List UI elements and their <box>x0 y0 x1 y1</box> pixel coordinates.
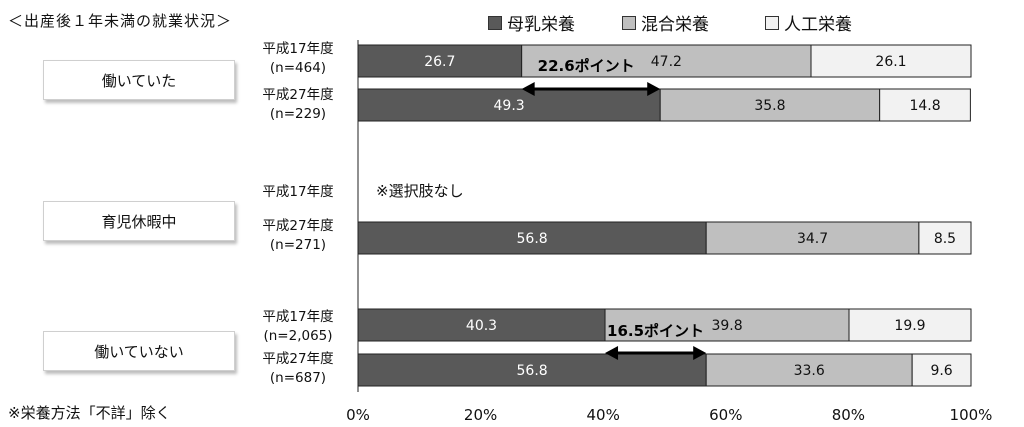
bar-value-label: 9.6 <box>930 363 952 379</box>
bar-value-label: 39.8 <box>711 318 742 334</box>
bar-value-label: 26.7 <box>424 54 455 70</box>
x-tick-label: 100% <box>950 406 993 424</box>
row-label: 平成27年度 (n=271) <box>243 217 353 255</box>
difference-label: 22.6ポイント <box>538 57 635 75</box>
bar-value-label: 40.3 <box>466 318 497 334</box>
bar-formula <box>918 221 972 255</box>
group-label-working-text: 働いていた <box>101 71 177 90</box>
no-option-note: ※選択肢なし <box>376 182 464 200</box>
row-year: 平成17年度 <box>262 309 334 325</box>
legend-label-breast: 母乳栄養 <box>507 15 575 35</box>
bar-breast <box>357 308 606 342</box>
arrowhead <box>605 346 619 360</box>
group-label-not-working: 働いていない <box>43 331 235 371</box>
bar-value-label: 19.9 <box>894 318 925 334</box>
bar-value-label: 14.8 <box>909 98 940 114</box>
bar-formula <box>810 44 972 78</box>
row-year: 平成17年度 <box>262 184 334 200</box>
row-year: 平成27年度 <box>262 351 334 367</box>
bar-value-label: 47.2 <box>651 54 682 70</box>
difference-label: 16.5ポイント <box>607 322 704 340</box>
bar-breast <box>357 353 707 387</box>
legend-item-mixed: 混合栄養 <box>622 10 709 35</box>
bar-value-label: 34.7 <box>797 231 828 247</box>
arrowhead <box>521 82 535 96</box>
group-label-childcare-leave: 育児休暇中 <box>43 201 235 241</box>
legend-swatch-mixed <box>622 15 636 30</box>
group-label-childcare-leave-text: 育児休暇中 <box>101 212 177 231</box>
x-tick-label: 20% <box>464 406 497 424</box>
row-year: 平成27年度 <box>262 218 334 234</box>
legend-label-mixed: 混合栄養 <box>641 15 709 35</box>
row-n: (n=464) <box>269 60 327 76</box>
legend-label-formula: 人工栄養 <box>784 15 852 35</box>
x-tick-label: 60% <box>709 406 742 424</box>
row-label: 平成17年度 <box>243 183 353 202</box>
bar-formula <box>911 353 972 387</box>
bar-breast <box>357 221 707 255</box>
row-n: (n=687) <box>269 370 327 386</box>
legend-swatch-breast <box>488 15 502 30</box>
group-label-working: 働いていた <box>43 60 235 100</box>
row-label: 平成27年度 (n=687) <box>243 350 353 388</box>
x-tick-label: 0% <box>346 406 370 424</box>
x-tick-label: 80% <box>832 406 865 424</box>
bar-value-label: 8.5 <box>934 231 956 247</box>
bar-value-label: 33.6 <box>794 363 825 379</box>
row-n: (n=2,065) <box>263 328 333 344</box>
footnote: ※栄養方法「不詳」除く <box>8 404 171 422</box>
bar-mixed <box>521 44 812 78</box>
bar-value-label: 35.8 <box>754 98 785 114</box>
row-label: 平成17年度 (n=464) <box>243 40 353 78</box>
row-n: (n=271) <box>269 237 327 253</box>
group-label-not-working-text: 働いていない <box>94 342 184 361</box>
legend-item-formula: 人工栄養 <box>765 10 852 35</box>
bar-value-label: 26.1 <box>875 54 906 70</box>
row-n: (n=229) <box>269 106 327 122</box>
bar-formula <box>848 308 972 342</box>
row-year: 平成27年度 <box>262 87 334 103</box>
arrowhead <box>647 82 661 96</box>
bar-value-label: 56.8 <box>517 363 548 379</box>
row-label: 平成27年度 (n=229) <box>243 86 353 124</box>
chart-title: ＜出産後１年未満の就業状況＞ <box>8 12 233 30</box>
bar-value-label: 49.3 <box>494 98 525 114</box>
x-tick-label: 40% <box>587 406 620 424</box>
legend-swatch-formula <box>765 15 779 30</box>
bar-breast <box>357 44 523 78</box>
bar-formula <box>879 88 971 122</box>
bar-value-label: 56.8 <box>517 231 548 247</box>
legend-item-breast: 母乳栄養 <box>488 10 575 35</box>
arrowhead <box>693 346 707 360</box>
row-label: 平成17年度 (n=2,065) <box>243 308 353 346</box>
row-year: 平成17年度 <box>262 41 334 57</box>
